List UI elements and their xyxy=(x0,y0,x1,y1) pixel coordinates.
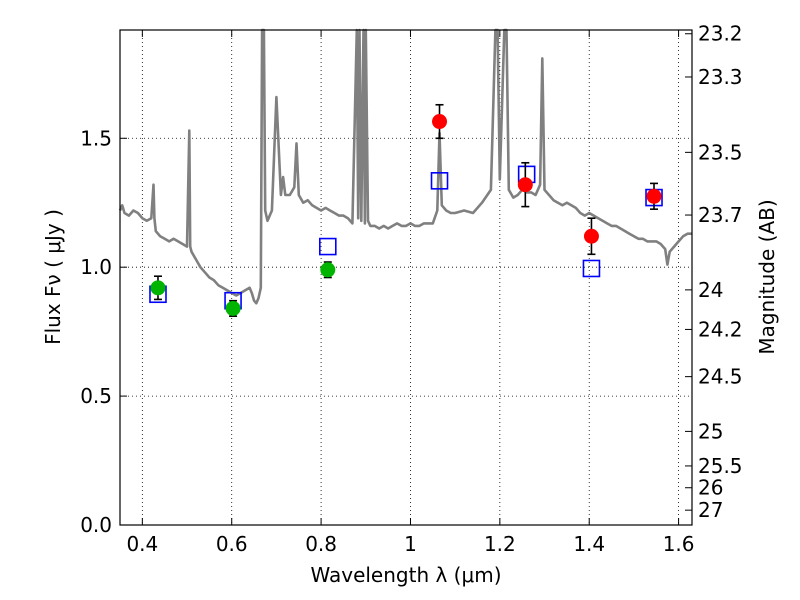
model-square-marker xyxy=(430,172,449,190)
y2-tick-label: 27 xyxy=(698,498,723,522)
y2-tick-label: 25 xyxy=(698,419,723,443)
x-tick-label: 0.8 xyxy=(305,532,337,556)
data-point xyxy=(150,280,166,296)
data-point xyxy=(432,114,448,130)
x-tick-label: 1.4 xyxy=(573,532,605,556)
ticks: 0.4 0.6 0.8 1 1.2 1.4 1.6 0.0 0.5 1.0 1.5 23.2 23.3 2… xyxy=(80,22,742,556)
data-point xyxy=(517,177,533,193)
plot-frame xyxy=(119,29,693,526)
x-tick-label: 0.6 xyxy=(216,532,248,556)
data-point xyxy=(583,228,599,244)
y2-tick-label: 23.5 xyxy=(698,140,743,164)
y2-tick-label: 23.7 xyxy=(698,203,743,227)
y2-tick-label: 23.2 xyxy=(698,22,743,46)
series-layer xyxy=(118,28,692,317)
y-tick-label: 1.5 xyxy=(80,126,112,150)
y2-tick-label: 23.3 xyxy=(698,65,743,89)
x-axis-title: Wavelength λ (μm) xyxy=(310,563,501,587)
model-square-marker xyxy=(318,237,337,256)
spectrum-line xyxy=(118,28,692,305)
y2-tick-label: 24 xyxy=(698,278,723,302)
data-point xyxy=(320,262,336,278)
model-square-marker xyxy=(582,259,601,278)
x-tick-label: 1.6 xyxy=(663,532,695,556)
y2-tick-label: 24.5 xyxy=(698,365,743,389)
x-tick-label: 0.4 xyxy=(126,532,158,556)
data-point xyxy=(646,188,662,204)
y2-tick-label: 26 xyxy=(698,476,723,500)
grid-lines xyxy=(120,30,692,526)
x-tick-label: 1.2 xyxy=(484,532,516,556)
y-axis-title: Flux Fν ( μJy ) xyxy=(41,209,65,345)
y-tick-label: 1.0 xyxy=(80,255,112,279)
y2-tick-label: 24.2 xyxy=(698,317,743,341)
y2-axis-title: Magnitude (AB) xyxy=(755,199,779,354)
x-tick-label: 1 xyxy=(404,532,417,556)
y2-tick-label: 25.5 xyxy=(698,454,743,478)
y-tick-label: 0.5 xyxy=(80,384,112,408)
y-tick-label: 0.0 xyxy=(80,513,112,537)
data-point xyxy=(225,300,241,316)
